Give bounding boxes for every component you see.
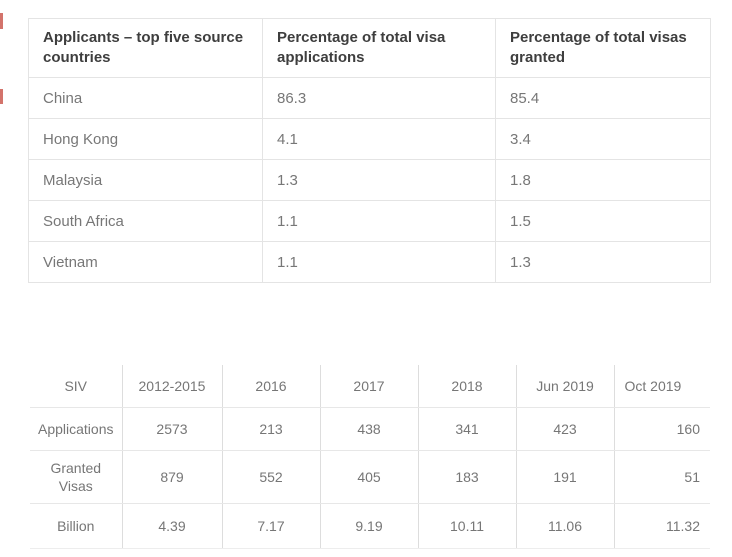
red-edge-mark <box>0 13 3 29</box>
column-header-source-countries: Applicants – top five source countries <box>28 18 263 78</box>
value-cell: 7.17 <box>221 503 320 549</box>
visas-granted-pct-cell: 1.8 <box>495 159 711 201</box>
column-header-pct-applications: Percentage of total visa applications <box>262 18 496 78</box>
table-row: Applications 2573 213 438 341 423 160 <box>30 407 710 451</box>
visa-applications-pct-cell: 4.1 <box>262 118 496 160</box>
table-row: Hong Kong 4.1 3.4 <box>28 118 711 160</box>
country-cell: Vietnam <box>28 241 263 283</box>
column-header-pct-granted: Percentage of total visas granted <box>495 18 711 78</box>
country-cell: China <box>28 77 263 119</box>
column-header-jun-2019: Jun 2019 <box>515 365 614 408</box>
red-edge-mark <box>0 89 3 104</box>
value-cell: 405 <box>319 450 418 504</box>
column-header-2016: 2016 <box>221 365 320 408</box>
value-cell: 552 <box>221 450 320 504</box>
value-cell: 423 <box>515 407 614 451</box>
value-cell: 213 <box>221 407 320 451</box>
table-row: Billion 4.39 7.17 9.19 10.11 11.06 11.32 <box>30 503 710 549</box>
value-cell: 438 <box>319 407 418 451</box>
visas-granted-pct-cell: 85.4 <box>495 77 711 119</box>
table-row: South Africa 1.1 1.5 <box>28 200 711 242</box>
row-label-cell: Billion <box>30 503 122 549</box>
value-cell: 4.39 <box>121 503 222 549</box>
visa-applications-pct-cell: 86.3 <box>262 77 496 119</box>
visas-granted-pct-cell: 1.5 <box>495 200 711 242</box>
value-cell: 51 <box>613 450 710 504</box>
value-cell: 11.32 <box>613 503 710 549</box>
column-header-2018: 2018 <box>417 365 516 408</box>
value-cell: 2573 <box>121 407 222 451</box>
column-header-siv: SIV <box>30 365 122 408</box>
header-row: Applicants – top five source countries P… <box>28 18 711 78</box>
value-cell: 879 <box>121 450 222 504</box>
siv-statistics-table: SIV 2012-2015 2016 2017 2018 Jun 2019 Oc… <box>30 365 710 549</box>
visas-granted-pct-cell: 1.3 <box>495 241 711 283</box>
value-cell: 11.06 <box>515 503 614 549</box>
visa-applications-pct-cell: 1.3 <box>262 159 496 201</box>
country-cell: South Africa <box>28 200 263 242</box>
table-row: China 86.3 85.4 <box>28 77 711 119</box>
value-cell: 191 <box>515 450 614 504</box>
value-cell: 160 <box>613 407 710 451</box>
column-header-oct-2019: Oct 2019 <box>613 365 710 408</box>
visa-applications-pct-cell: 1.1 <box>262 200 496 242</box>
column-header-2012-2015: 2012-2015 <box>121 365 222 408</box>
value-cell: 9.19 <box>319 503 418 549</box>
table-row: Vietnam 1.1 1.3 <box>28 241 711 283</box>
header-row: SIV 2012-2015 2016 2017 2018 Jun 2019 Oc… <box>30 365 710 408</box>
column-header-2017: 2017 <box>319 365 418 408</box>
table-row: Granted Visas 879 552 405 183 191 51 <box>30 450 710 504</box>
row-label-cell: Granted Visas <box>30 450 122 504</box>
value-cell: 341 <box>417 407 516 451</box>
value-cell: 10.11 <box>417 503 516 549</box>
country-cell: Malaysia <box>28 159 263 201</box>
table-row: Malaysia 1.3 1.8 <box>28 159 711 201</box>
country-cell: Hong Kong <box>28 118 263 160</box>
visas-granted-pct-cell: 3.4 <box>495 118 711 160</box>
row-label-cell: Applications <box>30 407 122 451</box>
value-cell: 183 <box>417 450 516 504</box>
visa-applications-pct-cell: 1.1 <box>262 241 496 283</box>
visa-source-countries-table: Applicants – top five source countries P… <box>28 18 711 283</box>
